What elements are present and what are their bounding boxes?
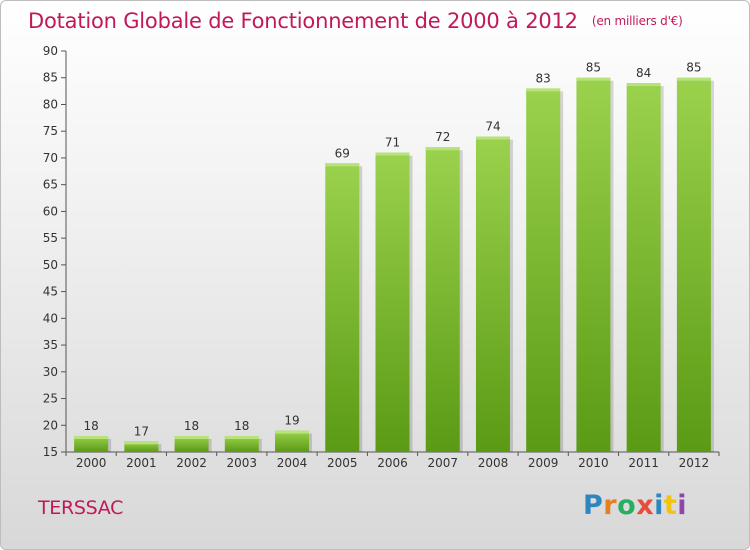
chart-title-text: Dotation Globale de Fonctionnement de 20… [28,9,578,33]
bar-highlight [74,435,109,439]
logo-letter: t [663,490,678,521]
x-tick-label: 2009 [528,456,559,470]
logo-letter: P [583,490,604,521]
bar [526,88,561,452]
y-tick-label: 65 [43,178,58,192]
bars [74,77,714,453]
bar-highlight [526,88,561,92]
logo-letter: o [617,490,637,521]
bar [74,435,109,452]
y-tick-label: 75 [43,124,58,138]
x-tick-label: 2002 [176,456,207,470]
y-tick-label: 40 [43,311,58,325]
bar [124,441,159,452]
bar [325,163,360,452]
x-tick-label: 2012 [679,456,710,470]
y-tick-label: 45 [43,285,58,299]
y-tick-label: 30 [43,365,58,379]
y-tick-label: 55 [43,231,58,245]
bar-highlight [475,136,510,140]
bar-highlight [425,147,460,151]
data-label: 18 [83,419,98,433]
x-tick-label: 2010 [578,456,609,470]
x-tick-label: 2011 [628,456,659,470]
data-label: 74 [485,120,500,134]
data-label: 18 [234,419,249,433]
chart-title: Dotation Globale de Fonctionnement de 20… [28,9,683,33]
data-label: 72 [435,130,450,144]
bar [576,77,611,452]
y-tick-label: 20 [43,418,58,432]
data-label: 18 [184,419,199,433]
bar-highlight [124,441,159,445]
bar-highlight [676,77,711,81]
bar [375,152,410,452]
data-label: 85 [686,61,701,75]
unit-note: (en milliers d'€) [591,14,683,28]
x-tick-label: 2005 [327,456,358,470]
axes: 15 20 25 30 35 40 45 50 55 60 65 70 75 80 85 90 2000 2001… [43,44,720,470]
data-label: 83 [536,71,551,85]
y-tick-label: 35 [43,338,58,352]
value-labels: 18 17 18 18 19 69 71 72 74 83 85 84 85 [83,61,701,439]
logo-letter: x [636,490,655,521]
logo-letter: r [603,490,618,521]
y-tick-label: 25 [43,392,58,406]
x-tick-label: 2003 [227,456,258,470]
y-tick-label: 50 [43,258,58,272]
proxiti-logo: Proxiti [583,490,687,521]
y-tick-label: 70 [43,151,58,165]
bar [224,435,259,452]
y-tick-label: 85 [43,71,58,85]
bar-highlight [626,83,661,87]
bar [425,147,460,453]
data-label: 84 [636,66,651,80]
y-tick-label: 15 [43,445,58,459]
y-tick-label: 80 [43,97,58,111]
bar [174,435,209,452]
data-label: 71 [385,136,400,150]
data-label: 69 [335,146,350,160]
x-tick-label: 2000 [76,456,107,470]
bar-highlight [224,435,259,439]
x-tick-label: 2004 [277,456,308,470]
x-tick-label: 2008 [478,456,509,470]
x-tick-label: 2007 [427,456,458,470]
bar-highlight [174,435,209,439]
logo-letter: i [654,490,664,521]
commune-name: TERSSAC [38,497,124,519]
bar-highlight [275,430,310,434]
data-label: 85 [586,61,601,75]
data-label: 19 [284,414,299,428]
bar-highlight [576,77,611,81]
y-tick-label: 60 [43,204,58,218]
data-label: 17 [134,424,149,438]
bar-highlight [325,163,360,167]
logo-letter: i [677,490,688,521]
bar [475,136,510,452]
x-tick-label: 2001 [126,456,157,470]
bar [275,430,310,452]
bar-highlight [375,152,410,156]
bar [626,83,661,452]
y-tick-label: 90 [43,44,58,58]
x-tick-label: 2006 [377,456,408,470]
bar [676,77,711,452]
